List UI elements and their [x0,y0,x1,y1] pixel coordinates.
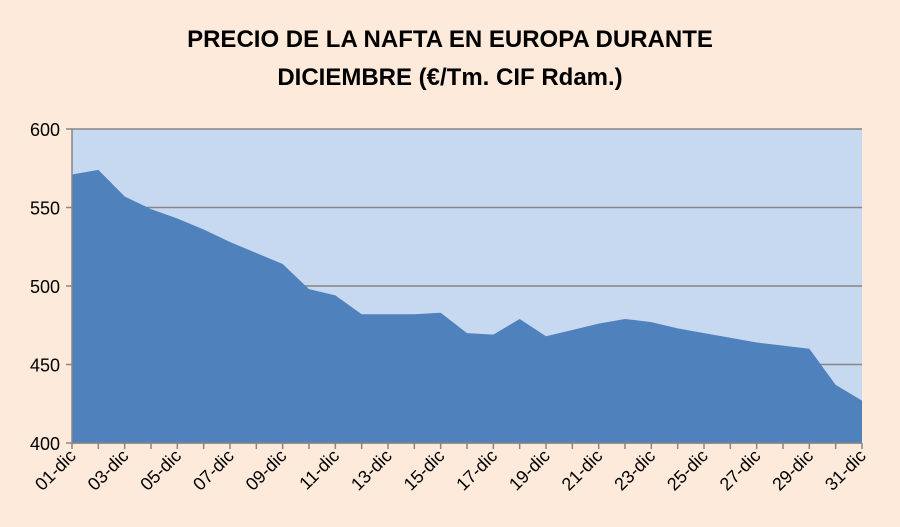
x-tick-label: 11-dic [295,446,343,494]
x-tick-label: 17-dic [452,446,501,495]
x-tick-label: 15-dic [400,446,449,495]
x-tick-label: 25-dic [663,446,712,495]
y-tick-label: 400 [30,434,60,454]
x-tick-label: 31-dic [821,446,870,495]
y-tick-label: 500 [30,277,60,297]
x-tick-label: 19-dic [505,446,554,495]
x-tick-label: 27-dic [716,446,765,495]
x-tick-label: 05-dic [136,446,185,495]
x-tick-label: 29-dic [768,446,817,495]
x-tick-label: 23-dic [610,446,659,495]
chart-title-line-2: DICIEMBRE (€/Tm. CIF Rdam.) [277,64,623,91]
chart-title-line-1: PRECIO DE LA NAFTA EN EUROPA DURANTE [187,26,713,53]
y-tick-label: 450 [30,356,60,376]
x-tick-label: 07-dic [189,446,238,495]
area-series [72,169,862,443]
x-tick-label: 03-dic [84,446,133,495]
x-tick-label: 21-dic [558,446,607,495]
y-tick-label: 600 [30,120,60,140]
x-tick-label: 13-dic [347,446,396,495]
y-tick-label: 550 [30,199,60,219]
x-tick-label: 09-dic [242,446,291,495]
